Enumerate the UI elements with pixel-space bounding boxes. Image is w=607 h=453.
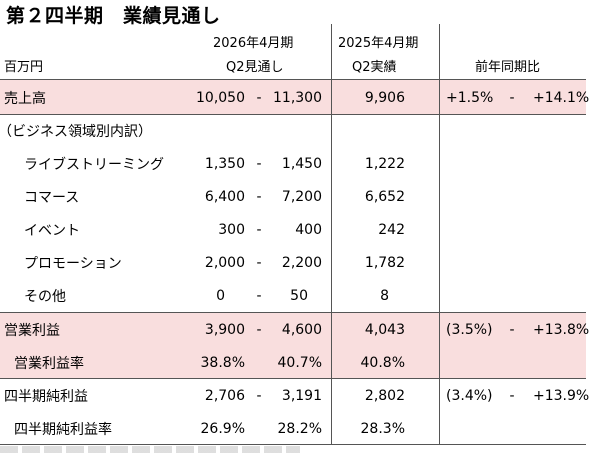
forecast-high: 3,191 bbox=[281, 387, 322, 404]
row-label: 営業利益率 bbox=[14, 355, 84, 372]
page-title: 第２四半期 業績見通し bbox=[6, 5, 221, 27]
table-row-event: イベント 300 - 400 242 bbox=[0, 213, 600, 246]
yoy-high: +13.8% bbox=[533, 321, 590, 338]
forecast-dash: - bbox=[256, 155, 262, 172]
forecast-low: 38.8% bbox=[200, 354, 245, 371]
forecast-dash: - bbox=[256, 221, 262, 238]
forecast-high: 50 bbox=[290, 287, 308, 304]
table-row-net-income: 四半期純利益 2,706 - 3,191 2,802 (3.4%) - +13.… bbox=[0, 379, 600, 412]
forecast-high: 2,200 bbox=[281, 254, 322, 271]
yoy-high: +14.1% bbox=[533, 89, 590, 106]
table-row-promotion: プロモーション 2,000 - 2,200 1,782 bbox=[0, 246, 600, 279]
row-label: プロモーション bbox=[24, 255, 122, 272]
rule-segments bbox=[0, 312, 586, 313]
prior-actual: 1,222 bbox=[364, 155, 405, 172]
forecast-high: 1,450 bbox=[281, 155, 322, 172]
table-row-segment-header: （ビジネス領域別内訳） bbox=[0, 114, 600, 147]
prior-actual: 9,906 bbox=[364, 89, 405, 106]
prior-actual: 4,043 bbox=[364, 321, 405, 338]
row-label: イベント bbox=[24, 222, 80, 239]
yoy-low: (3.5%) bbox=[446, 321, 493, 338]
yoy-low: +1.5% bbox=[446, 89, 494, 106]
row-label: 営業利益 bbox=[4, 322, 60, 339]
yoy-low: (3.4%) bbox=[446, 387, 493, 404]
forecast-low: 26.9% bbox=[200, 420, 245, 437]
table-row-sales: 売上高 10,050 - 11,300 9,906 +1.5% - +14.1% bbox=[0, 81, 600, 114]
prior-actual: 1,782 bbox=[364, 254, 405, 271]
yoy-dash: - bbox=[509, 89, 515, 106]
prior-actual: 28.3% bbox=[360, 420, 405, 437]
row-label: 四半期純利益率 bbox=[14, 421, 112, 438]
yoy-dash: - bbox=[509, 321, 515, 338]
yoy-dash: - bbox=[509, 387, 515, 404]
row-label: ライブストリーミング bbox=[24, 156, 164, 173]
forecast-low: 10,050 bbox=[196, 89, 245, 106]
row-label: その他 bbox=[24, 288, 66, 305]
col2-header-year: 2025年4月期 bbox=[338, 36, 419, 51]
forecast-high: 4,600 bbox=[281, 321, 322, 338]
footer-strip bbox=[0, 446, 300, 453]
forecast-high: 400 bbox=[295, 221, 322, 238]
rule-sales bbox=[0, 114, 586, 115]
table-row-operating-margin: 営業利益率 38.8% 40.7% 40.8% bbox=[0, 346, 600, 379]
col1-header-label: Q2見通し bbox=[226, 60, 284, 75]
highlight-band-operating-profit bbox=[0, 312, 586, 378]
forecast-dash: - bbox=[256, 254, 262, 271]
unit-label: 百万円 bbox=[4, 60, 44, 75]
rule-operating bbox=[0, 378, 586, 379]
forecast-low: 2,000 bbox=[204, 254, 245, 271]
col2-header-label: Q2実績 bbox=[352, 60, 397, 75]
highlight-band-sales bbox=[0, 80, 586, 114]
row-label: （ビジネス領域別内訳） bbox=[0, 123, 152, 140]
rule-header bbox=[0, 79, 586, 80]
table-row-commerce: コマース 6,400 - 7,200 6,652 bbox=[0, 180, 600, 213]
yoy-high: +13.9% bbox=[533, 387, 590, 404]
prior-actual: 6,652 bbox=[364, 188, 405, 205]
forecast-low: 2,706 bbox=[204, 387, 245, 404]
row-label: 四半期純利益 bbox=[4, 388, 88, 405]
prior-actual: 8 bbox=[380, 287, 389, 304]
forecast-high: 11,300 bbox=[273, 89, 322, 106]
forecast-low: 6,400 bbox=[204, 188, 245, 205]
forecast-low: 3,900 bbox=[204, 321, 245, 338]
prior-actual: 40.8% bbox=[360, 354, 405, 371]
table-row-other: その他 0 - 50 8 bbox=[0, 279, 600, 312]
forecast-dash: - bbox=[256, 321, 262, 338]
prior-actual: 242 bbox=[378, 221, 405, 238]
table-row-net-margin: 四半期純利益率 26.9% 28.2% 28.3% bbox=[0, 412, 600, 445]
forecast-low: 1,350 bbox=[204, 155, 245, 172]
forecast-dash: - bbox=[256, 188, 262, 205]
forecast-high: 7,200 bbox=[281, 188, 322, 205]
forecast-high: 40.7% bbox=[277, 354, 322, 371]
forecast-dash: - bbox=[256, 387, 262, 404]
forecast-low: 0 bbox=[216, 287, 225, 304]
forecast-high: 28.2% bbox=[277, 420, 322, 437]
prior-actual: 2,802 bbox=[364, 387, 405, 404]
col3-header: 前年同期比 bbox=[475, 60, 541, 75]
forecast-low: 300 bbox=[218, 221, 245, 238]
divider-col3 bbox=[439, 24, 440, 445]
forecast-dash: - bbox=[256, 287, 262, 304]
rule-bottom bbox=[0, 444, 586, 445]
table-row-operating-profit: 営業利益 3,900 - 4,600 4,043 (3.5%) - +13.8% bbox=[0, 313, 600, 346]
row-label: コマース bbox=[24, 189, 80, 206]
row-label: 売上高 bbox=[4, 90, 46, 107]
col1-header-year: 2026年4月期 bbox=[213, 36, 294, 51]
divider-col2 bbox=[331, 24, 332, 445]
forecast-dash: - bbox=[256, 89, 262, 106]
table-row-livestreaming: ライブストリーミング 1,350 - 1,450 1,222 bbox=[0, 147, 600, 180]
